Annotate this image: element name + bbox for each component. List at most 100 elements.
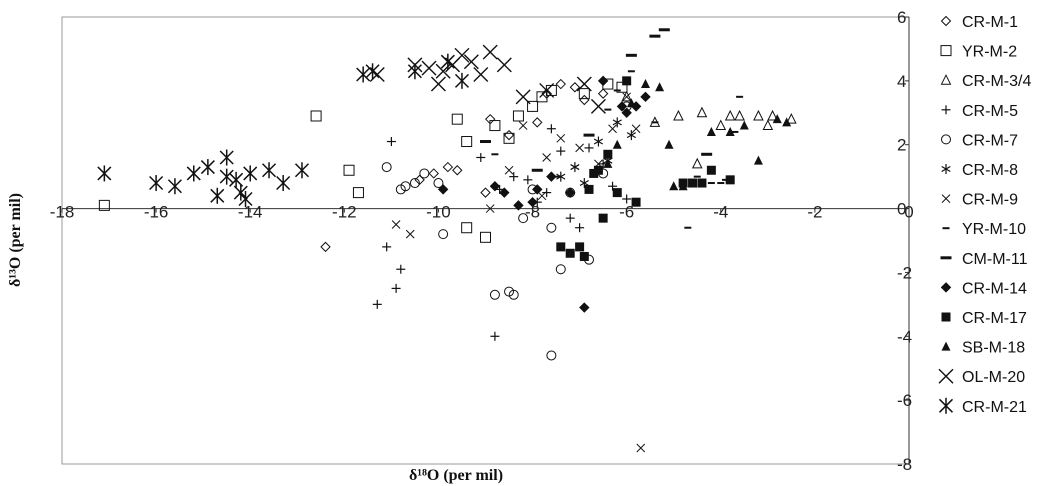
data-point	[696, 106, 708, 118]
data-point	[584, 184, 594, 194]
data-point	[593, 165, 603, 175]
legend-label: CR-M-14	[962, 280, 1027, 297]
legend-marker	[941, 105, 951, 115]
legend-marker	[941, 164, 951, 174]
data-point	[229, 171, 244, 188]
data-point	[734, 109, 745, 121]
data-point	[706, 126, 716, 136]
data-point	[508, 289, 519, 300]
x-tick-label: -14	[238, 203, 263, 222]
data-point	[691, 157, 703, 169]
data-point	[452, 165, 463, 176]
data-point	[537, 191, 547, 201]
data-point	[597, 88, 609, 99]
data-point	[532, 184, 543, 195]
data-point	[320, 241, 331, 253]
data-point	[539, 82, 555, 98]
data-point	[386, 137, 396, 147]
data-point	[490, 331, 500, 341]
y-tick-label: -8	[897, 455, 912, 474]
legend-marker	[941, 194, 951, 203]
data-points	[97, 28, 797, 453]
data-point	[786, 113, 797, 124]
data-point	[489, 181, 501, 192]
data-point	[542, 188, 552, 198]
data-point	[608, 124, 617, 134]
data-point	[451, 113, 463, 125]
data-point	[536, 91, 548, 103]
legend-marker	[940, 74, 952, 85]
data-point	[504, 165, 514, 175]
legend-marker	[940, 15, 952, 27]
data-point	[430, 76, 446, 92]
data-point	[608, 181, 618, 191]
data-point	[570, 162, 580, 173]
data-point	[598, 213, 608, 223]
data-point	[565, 248, 575, 258]
y-tick-label: -4	[897, 327, 912, 346]
legend-marker	[941, 312, 951, 322]
data-point	[706, 165, 716, 175]
data-point	[555, 264, 566, 275]
data-point	[532, 117, 543, 128]
x-tick-label: -10	[426, 203, 451, 222]
data-point	[725, 175, 735, 185]
data-point	[612, 139, 622, 149]
data-point	[400, 181, 411, 192]
data-point	[636, 443, 646, 453]
x-tick-label: -16	[144, 203, 169, 222]
data-point	[463, 54, 479, 70]
data-point	[210, 187, 225, 204]
data-point	[569, 82, 581, 93]
data-point	[454, 47, 470, 63]
data-point	[438, 229, 449, 240]
data-point	[579, 251, 589, 261]
x-tick-label: -6	[619, 203, 634, 222]
data-point	[575, 223, 585, 233]
y-tick-label: -2	[897, 263, 912, 282]
y-axis-title: δ¹³O (per mil)	[7, 193, 24, 287]
legend-marker	[940, 45, 952, 57]
data-point	[739, 120, 749, 130]
data-point	[352, 187, 364, 199]
legend-label: CR-M-5	[962, 103, 1018, 120]
data-point	[372, 299, 382, 309]
data-point	[565, 213, 575, 223]
legend-label: CR-M-7	[962, 132, 1018, 149]
data-point	[555, 78, 566, 90]
data-point	[219, 168, 234, 185]
data-point	[575, 242, 585, 252]
data-point	[200, 159, 215, 176]
data-point	[489, 289, 500, 300]
legend-label: CR-M-21	[962, 399, 1027, 416]
data-point	[622, 92, 632, 102]
data-point	[753, 109, 764, 121]
data-point	[473, 66, 489, 82]
data-point	[715, 119, 727, 131]
data-point	[428, 168, 439, 179]
data-point	[262, 162, 277, 179]
x-axis-title: δ¹⁸O (per mil)	[409, 467, 503, 484]
data-point	[621, 107, 632, 118]
legend-marker	[941, 134, 951, 145]
data-point	[603, 149, 613, 159]
data-point	[640, 91, 651, 103]
legend-label: SB-M-18	[962, 340, 1025, 357]
data-point	[396, 264, 406, 274]
data-point	[597, 75, 609, 87]
data-point	[546, 222, 557, 233]
data-point	[782, 117, 792, 127]
data-point	[513, 200, 524, 211]
data-point	[243, 165, 258, 182]
data-point	[433, 178, 444, 189]
data-point	[593, 136, 604, 147]
data-point	[149, 175, 164, 192]
data-point	[590, 98, 606, 114]
data-point	[612, 117, 622, 128]
data-point	[343, 164, 355, 176]
data-point	[482, 44, 498, 60]
data-point	[724, 109, 736, 121]
data-point	[238, 190, 253, 207]
legend-label: CR-M-3/4	[962, 73, 1031, 90]
